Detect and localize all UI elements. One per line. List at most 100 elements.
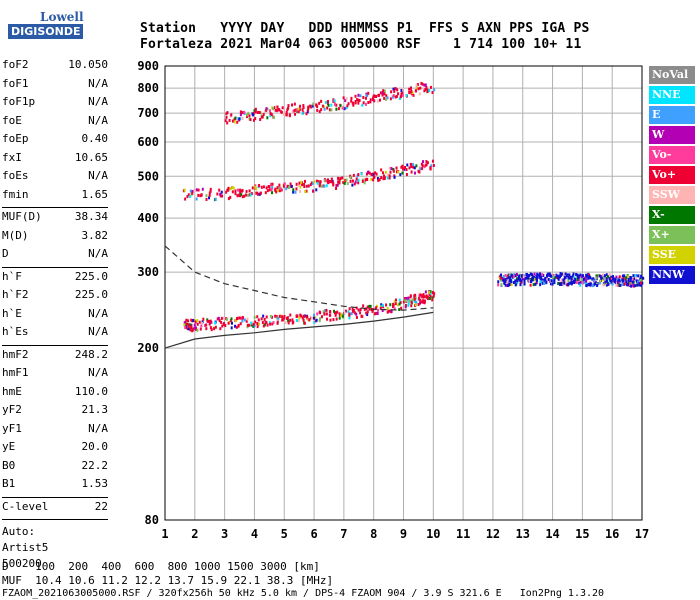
echo-point <box>402 300 405 304</box>
echo-point <box>389 303 392 307</box>
echo-point <box>247 111 250 115</box>
echo-point <box>506 283 509 287</box>
echo-point <box>566 273 569 277</box>
echo-point <box>400 165 403 169</box>
echo-point <box>420 81 423 85</box>
legend-item: NNE <box>649 86 695 104</box>
echo-point <box>426 297 429 301</box>
echo-point <box>568 281 571 285</box>
echo-point <box>543 278 546 282</box>
echo-point <box>193 326 196 330</box>
echo-point <box>186 195 189 199</box>
echo-point <box>552 273 555 277</box>
param-row: B0 22.2 <box>2 459 108 478</box>
echo-point <box>381 308 384 312</box>
y-tick-label: 900 <box>137 59 159 73</box>
echo-point <box>337 176 340 180</box>
echo-point <box>388 166 391 170</box>
echo-point <box>525 273 528 277</box>
echo-point <box>428 293 431 297</box>
echo-point <box>567 278 570 282</box>
echo-point <box>335 311 338 315</box>
echo-point <box>388 174 391 178</box>
echo-point <box>232 186 235 190</box>
echo-point <box>220 316 223 320</box>
echo-point <box>633 277 636 281</box>
echo-point <box>387 173 390 177</box>
echo-point <box>532 283 535 287</box>
echo-point <box>195 197 198 201</box>
echo-point <box>510 273 513 277</box>
echo-point <box>352 102 355 106</box>
echo-point <box>336 183 339 187</box>
echo-point <box>361 179 364 183</box>
echo-point <box>600 275 603 279</box>
echo-point <box>357 308 360 312</box>
echo-point <box>397 303 400 307</box>
echo-point <box>278 189 281 193</box>
echo-point <box>627 283 630 287</box>
echo-point <box>376 99 379 103</box>
echo-point <box>515 272 518 276</box>
echo-point <box>376 312 379 316</box>
echo-point <box>307 108 310 112</box>
echo-point <box>295 318 298 322</box>
echo-point <box>282 112 285 116</box>
param-value: N/A <box>88 113 108 127</box>
echo-point <box>379 306 382 310</box>
echo-point <box>301 111 304 115</box>
echo-point <box>254 185 257 189</box>
echo-point <box>316 312 319 316</box>
param-name: foE <box>2 113 22 127</box>
echo-point <box>565 283 568 287</box>
echo-point <box>510 283 513 287</box>
echo-point <box>426 161 429 165</box>
echo-point <box>378 178 381 182</box>
echo-point <box>310 181 313 185</box>
echo-point <box>343 181 346 185</box>
echo-point <box>372 178 375 182</box>
x-tick-label: 7 <box>340 527 347 541</box>
param-name: h`F2 <box>2 288 29 301</box>
echo-point <box>606 275 609 279</box>
echo-point <box>509 279 512 283</box>
x-tick-label: 9 <box>400 527 407 541</box>
echo-point <box>300 314 303 318</box>
echo-point <box>208 322 211 326</box>
echo-point <box>265 315 268 319</box>
echo-point <box>640 274 643 278</box>
echo-point <box>423 299 426 303</box>
echo-point <box>218 188 221 192</box>
echo-point <box>544 276 547 280</box>
echo-point <box>276 105 279 109</box>
echo-point <box>551 282 554 286</box>
legend-item: E <box>649 106 695 124</box>
echo-point <box>431 291 434 295</box>
echo-point <box>307 105 310 109</box>
echo-point <box>568 276 571 280</box>
echo-point <box>306 110 309 114</box>
echo-point <box>559 282 562 286</box>
echo-point <box>520 279 523 283</box>
echo-point <box>205 327 208 331</box>
param-value: 248.2 <box>74 347 108 361</box>
echo-point <box>617 280 620 284</box>
echo-point <box>208 196 211 200</box>
echo-point <box>289 313 292 317</box>
echo-point <box>249 193 252 197</box>
echo-point <box>326 178 329 182</box>
echo-point <box>577 278 580 282</box>
echo-point <box>222 322 225 326</box>
echo-point <box>233 118 236 122</box>
echo-point <box>274 188 277 192</box>
echo-point <box>287 104 290 108</box>
echo-point <box>324 309 327 313</box>
echo-point <box>615 283 618 287</box>
echo-point <box>323 184 326 188</box>
echo-point <box>559 275 562 279</box>
echo-point <box>614 281 617 285</box>
echo-point <box>187 323 190 327</box>
echo-point <box>630 284 633 288</box>
echo-point <box>241 111 244 115</box>
x-tick-label: 2 <box>191 527 198 541</box>
